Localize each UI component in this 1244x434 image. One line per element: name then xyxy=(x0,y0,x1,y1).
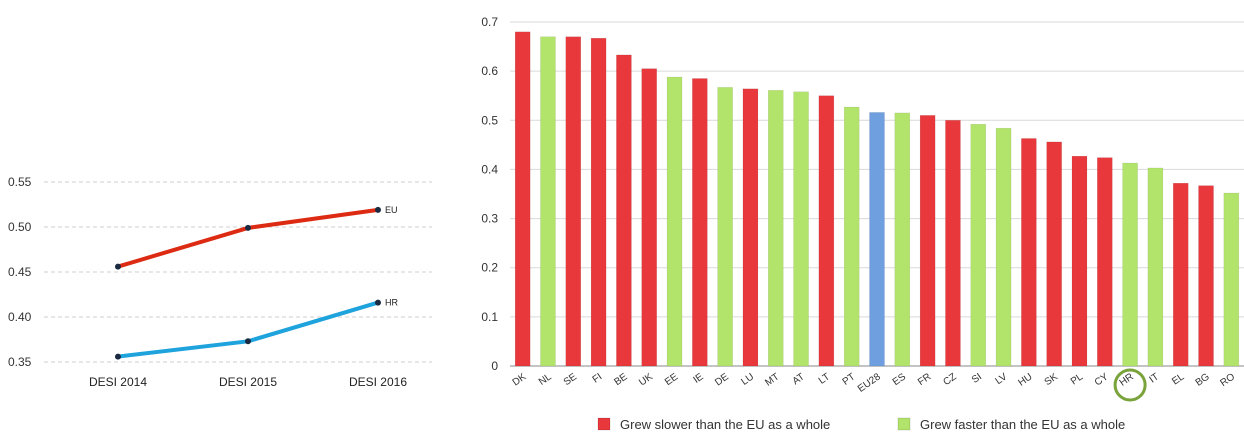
desi-line-chart: 0.35 0.40 0.45 0.50 0.55 EU HR DESI 2014 DESI … xyxy=(8,175,432,389)
x-tick-label: LV xyxy=(994,371,1010,387)
bar-eu28 xyxy=(869,112,885,367)
bar-hr xyxy=(1122,162,1138,367)
bar-cz xyxy=(945,120,961,367)
x-tick-label: DK xyxy=(511,371,529,388)
series-label-hr: HR xyxy=(385,298,398,308)
bar-pt xyxy=(843,106,860,367)
x-tick-label: CY xyxy=(1093,371,1111,388)
x-tick-label: LT xyxy=(817,371,832,386)
data-point xyxy=(245,338,251,345)
y-tick-label: 0.3 xyxy=(481,212,498,226)
x-tick-label: DE xyxy=(713,371,731,388)
x-tick-label: DESI 2016 xyxy=(349,375,407,389)
y-tick-label: 0.7 xyxy=(481,15,498,29)
legend-label-slower: Grew slower than the EU as a whole xyxy=(620,417,830,432)
bar-de xyxy=(717,87,733,367)
bar-cy xyxy=(1097,157,1113,367)
bar-dk xyxy=(514,31,531,367)
x-tick-label: DESI 2015 xyxy=(219,375,277,389)
y-tick-label: 0.45 xyxy=(8,265,32,279)
bar-uk xyxy=(641,68,657,367)
x-tick-label: FR xyxy=(916,371,933,388)
x-tick-label: EL xyxy=(1170,371,1187,387)
highlight-circle xyxy=(1113,368,1147,402)
bar-si xyxy=(970,123,986,367)
y-tick-label: 0.5 xyxy=(481,113,498,127)
x-tick-label: NL xyxy=(537,371,554,388)
x-tick-label: EU28 xyxy=(856,371,883,395)
bar-bg xyxy=(1198,185,1214,367)
x-tick-label: SI xyxy=(970,371,984,385)
x-tick-label: SK xyxy=(1043,371,1061,388)
bar-be xyxy=(616,54,632,367)
x-tick-label: HU xyxy=(1016,371,1034,388)
bar-it xyxy=(1147,167,1164,367)
x-tick-label: CZ xyxy=(941,371,958,388)
y-tick-label: 0.4 xyxy=(481,162,498,176)
x-tick-label: DESI 2014 xyxy=(89,375,147,389)
x-tick-label: MT xyxy=(763,371,781,388)
bar-se xyxy=(565,36,582,367)
x-tick-label: IE xyxy=(691,371,705,386)
data-point xyxy=(115,263,121,270)
series-line-hr xyxy=(117,300,379,359)
bar-pl xyxy=(1071,155,1088,367)
bar-fr xyxy=(919,115,936,367)
bar-hu xyxy=(1021,138,1037,367)
y-tick-label: 0 xyxy=(491,359,498,373)
y-tick-label: 0.2 xyxy=(481,261,498,275)
x-tick-label: PL xyxy=(1069,371,1086,387)
y-tick-label: 0.40 xyxy=(8,310,32,324)
x-tick-label: RO xyxy=(1218,371,1237,389)
data-point xyxy=(375,299,381,306)
x-tick-label: SE xyxy=(562,371,580,388)
x-tick-label: BE xyxy=(612,371,630,388)
y-tick-label: 0.55 xyxy=(8,175,32,189)
y-tick-label: 0.6 xyxy=(481,64,498,78)
country-bar-chart: 0 0.1 0.2 0.3 0.4 0.5 0.6 0.7 DK NL SE FI BE UK EE IE D… xyxy=(481,15,1244,432)
x-tick-label: LU xyxy=(739,371,756,387)
legend-swatch-slower xyxy=(597,417,611,431)
bar-lt xyxy=(818,95,835,367)
bar-fi xyxy=(590,37,607,367)
x-tick-label: IT xyxy=(1148,371,1162,385)
legend-label-faster: Grew faster than the EU as a whole xyxy=(920,417,1125,432)
x-tick-label: UK xyxy=(637,371,655,388)
x-tick-label: EE xyxy=(663,371,681,388)
bar-mt xyxy=(768,90,784,367)
bar-lu xyxy=(742,88,759,367)
bar-ee xyxy=(666,76,683,367)
bar-lv xyxy=(995,127,1012,367)
bar-sk xyxy=(1046,141,1062,367)
y-tick-label: 0.50 xyxy=(8,220,32,234)
y-tick-label: 0.35 xyxy=(8,355,32,369)
y-tick-label: 0.1 xyxy=(481,310,498,324)
legend-swatch-faster xyxy=(897,417,911,431)
bar-at xyxy=(793,91,809,367)
series-line-eu xyxy=(117,207,379,269)
x-tick-label: ES xyxy=(891,371,909,388)
series-label-eu: EU xyxy=(385,205,398,215)
data-point xyxy=(115,353,121,360)
bar-nl xyxy=(540,36,556,367)
x-tick-label: BG xyxy=(1194,371,1212,388)
bar-es xyxy=(894,112,911,367)
data-point xyxy=(375,206,381,213)
data-point xyxy=(245,224,251,231)
bar-ro xyxy=(1223,192,1240,367)
x-tick-label: FI xyxy=(591,371,605,385)
bar-el xyxy=(1172,182,1189,367)
bar-ie xyxy=(692,78,708,367)
x-tick-label: AT xyxy=(791,371,807,387)
